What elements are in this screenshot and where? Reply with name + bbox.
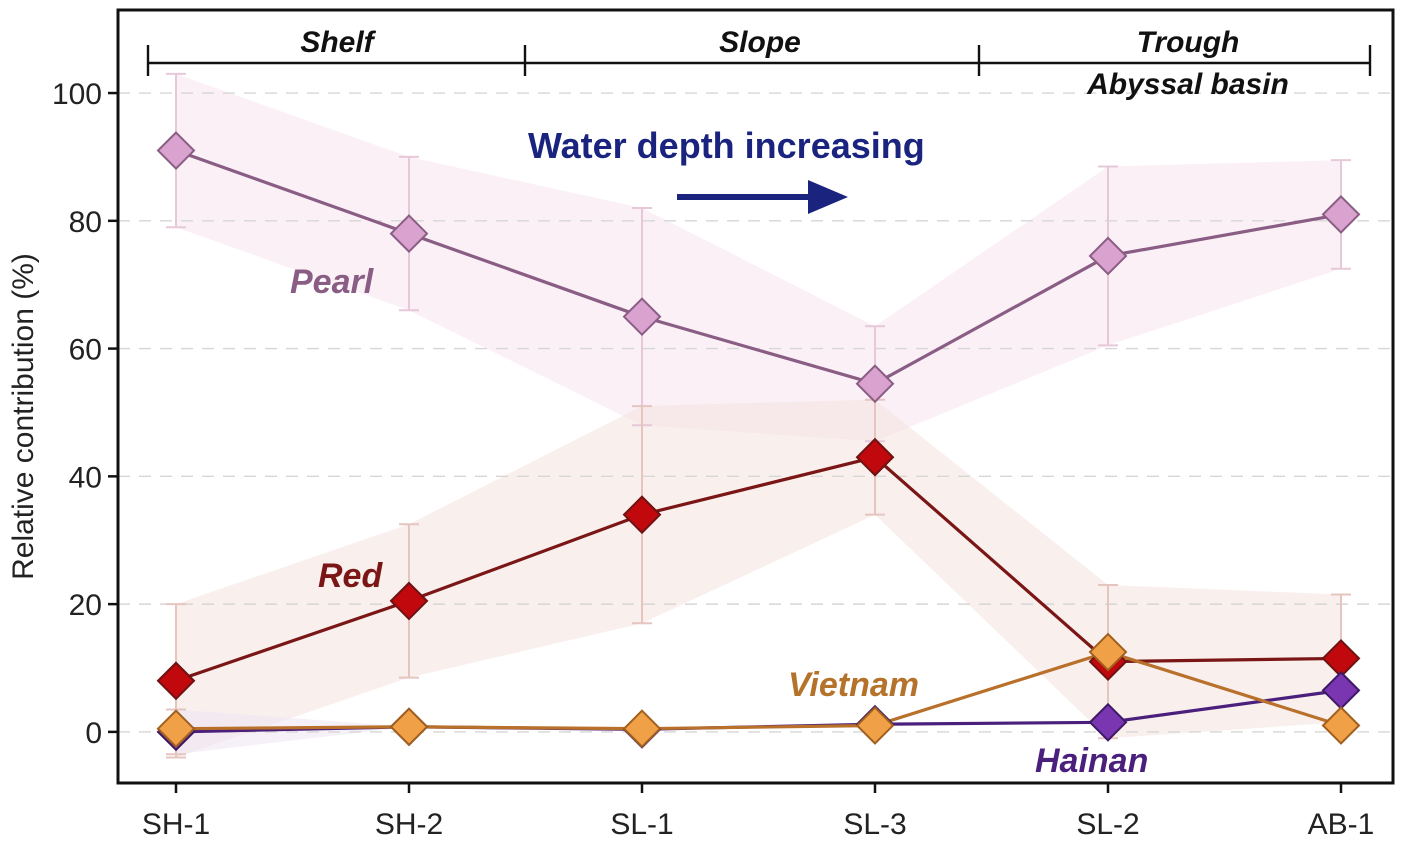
zone-label-slope: Slope (719, 26, 801, 59)
marker-pearl-2 (622, 297, 662, 337)
marker-vietnam-1 (389, 707, 429, 747)
xtick-label-sl-1: SL-1 (610, 808, 673, 841)
ytick-label-60: 60 (69, 334, 102, 367)
marker-vietnam-5 (1321, 706, 1361, 745)
marker-vietnam-3 (855, 706, 895, 745)
series-label-hainan: Hainan (1035, 742, 1148, 780)
marker-vietnam-2 (622, 709, 662, 749)
ytick-label-80: 80 (69, 206, 102, 239)
series-markers (156, 131, 1361, 752)
zone-label-abyssal-basin: Abyssal basin (1086, 68, 1289, 101)
xtick-label-sh-2: SH-2 (375, 808, 443, 841)
ytick-label-100: 100 (52, 78, 102, 111)
arrow-head (808, 180, 848, 214)
xtick-label-sl-2: SL-2 (1076, 808, 1139, 841)
marker-pearl-1 (389, 214, 429, 254)
annotation-group: Water depth increasing (528, 125, 925, 214)
zone-label-trough: Trough (1137, 26, 1240, 59)
ytick-label-40: 40 (69, 461, 102, 494)
marker-hainan-4 (1088, 702, 1128, 742)
marker-red-0 (156, 661, 196, 701)
marker-red-1 (389, 581, 429, 621)
y-axis-title: Relative contribution (%) (7, 253, 40, 580)
marker-pearl-0 (156, 131, 196, 170)
marker-pearl-4 (1088, 236, 1128, 276)
ytick-label-0: 0 (85, 717, 102, 750)
xtick-label-sl-3: SL-3 (843, 808, 906, 841)
line-vietnam (175, 650, 1342, 731)
marker-vietnam-0 (156, 709, 196, 749)
plot-frame (116, 8, 1395, 785)
ytick-label-20: 20 (69, 589, 102, 622)
line-red (175, 455, 1342, 683)
series-labels: Pearl Red Hainan Vietnam (290, 263, 1148, 780)
xtick-label-ab-1: AB-1 (1308, 808, 1375, 841)
confidence-bands (176, 73, 1341, 758)
zone-label-shelf: Shelf (300, 26, 376, 59)
marker-pearl-5 (1321, 195, 1361, 234)
series-label-pearl: Pearl (290, 263, 375, 301)
xtick-label-sh-1: SH-1 (142, 808, 210, 841)
line-pearl (175, 149, 1342, 386)
marker-vietnam-4 (1088, 632, 1128, 672)
series-label-vietnam: Vietnam (788, 666, 919, 704)
series-lines (175, 149, 1342, 734)
axes: 0 20 40 60 80 100 SH-1 SH-2 SL-1 SL-3 SL-2 AB-1 Rela… (7, 8, 1395, 841)
marker-pearl-3 (855, 364, 895, 404)
marker-red-3 (855, 437, 895, 477)
depth-zones: Shelf Slope Trough Abyssal basin (146, 26, 1372, 101)
band-pearl (176, 73, 1341, 442)
series-label-red: Red (318, 557, 383, 595)
band-red (176, 399, 1341, 758)
annotation-text: Water depth increasing (528, 125, 925, 166)
marker-red-2 (622, 495, 662, 535)
